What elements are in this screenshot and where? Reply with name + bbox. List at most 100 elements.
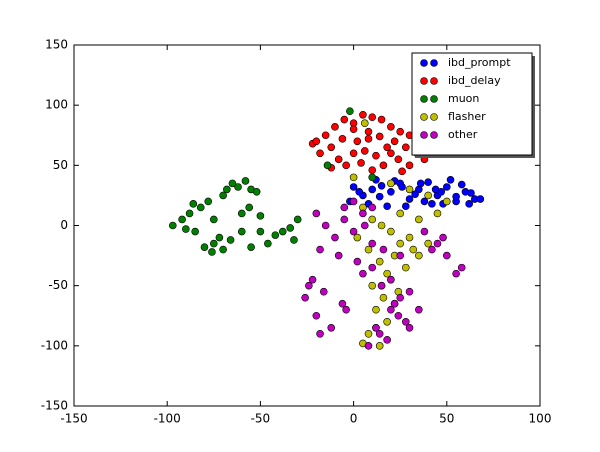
point	[428, 245, 436, 254]
point	[196, 203, 205, 212]
point	[383, 336, 391, 344]
point	[379, 293, 388, 302]
point	[223, 185, 231, 194]
point	[390, 299, 399, 308]
point	[342, 305, 350, 314]
point	[415, 215, 423, 224]
point	[383, 202, 391, 211]
point	[168, 221, 177, 230]
point	[364, 245, 373, 254]
point	[286, 224, 295, 232]
point	[405, 195, 414, 203]
legend-marker	[430, 77, 438, 85]
point	[442, 183, 451, 191]
point	[256, 212, 265, 220]
point	[377, 181, 386, 190]
legend-marker	[420, 131, 428, 139]
point	[405, 161, 414, 170]
point	[308, 275, 317, 284]
point	[452, 192, 460, 201]
point	[301, 293, 309, 302]
point	[465, 200, 473, 208]
point	[316, 149, 324, 158]
point	[340, 115, 349, 124]
point	[228, 179, 237, 188]
y-tick-label: -150	[41, 399, 68, 413]
point	[210, 239, 218, 248]
point	[368, 263, 377, 272]
point	[346, 107, 354, 115]
point	[338, 299, 347, 308]
point	[359, 209, 367, 218]
point	[405, 287, 414, 296]
legend-marker	[430, 113, 438, 121]
legend-label: other	[448, 128, 478, 141]
point	[334, 251, 343, 260]
y-tick-label: -100	[41, 338, 68, 352]
point	[312, 137, 321, 146]
point	[387, 188, 395, 196]
legend-label: flasher	[448, 110, 486, 123]
point	[237, 227, 246, 236]
point	[316, 245, 324, 254]
point	[359, 110, 367, 119]
x-tick-label: -100	[154, 412, 181, 426]
point	[415, 305, 423, 314]
point	[323, 161, 332, 170]
point	[368, 203, 377, 212]
point	[396, 293, 405, 302]
point	[340, 215, 349, 224]
point	[405, 323, 414, 332]
point	[439, 233, 447, 242]
point	[442, 197, 451, 206]
point	[383, 143, 391, 152]
point	[368, 173, 377, 182]
point	[256, 227, 265, 236]
point	[372, 305, 380, 314]
point	[394, 155, 403, 164]
point	[383, 317, 391, 326]
point	[415, 251, 423, 260]
point	[321, 131, 330, 140]
point	[424, 239, 432, 248]
point	[349, 173, 358, 182]
point	[396, 127, 405, 136]
point	[204, 197, 213, 206]
point	[237, 209, 246, 218]
point	[357, 159, 365, 167]
point	[375, 329, 384, 338]
point	[411, 190, 419, 199]
point	[321, 221, 330, 230]
point	[424, 178, 432, 186]
point	[219, 191, 227, 200]
point	[398, 183, 406, 191]
point	[338, 135, 347, 143]
point	[191, 227, 199, 236]
point	[428, 200, 436, 208]
point	[316, 329, 324, 338]
x-tick-label: -150	[60, 412, 87, 426]
point	[349, 227, 358, 236]
point	[178, 215, 186, 224]
point	[368, 185, 377, 194]
point	[375, 257, 384, 266]
legend-marker	[430, 59, 438, 67]
point	[368, 215, 377, 224]
point	[353, 137, 362, 146]
point	[372, 323, 380, 332]
point	[368, 166, 377, 174]
point	[312, 209, 321, 218]
y-tick-label: 0	[60, 218, 68, 232]
point	[342, 161, 350, 170]
point	[387, 149, 395, 158]
point	[416, 179, 425, 188]
point	[208, 248, 216, 256]
point	[359, 269, 367, 278]
point	[219, 245, 227, 254]
point	[379, 161, 388, 170]
point	[319, 287, 328, 296]
point	[452, 269, 460, 278]
point	[396, 239, 405, 248]
point	[401, 317, 410, 326]
point	[375, 192, 384, 201]
